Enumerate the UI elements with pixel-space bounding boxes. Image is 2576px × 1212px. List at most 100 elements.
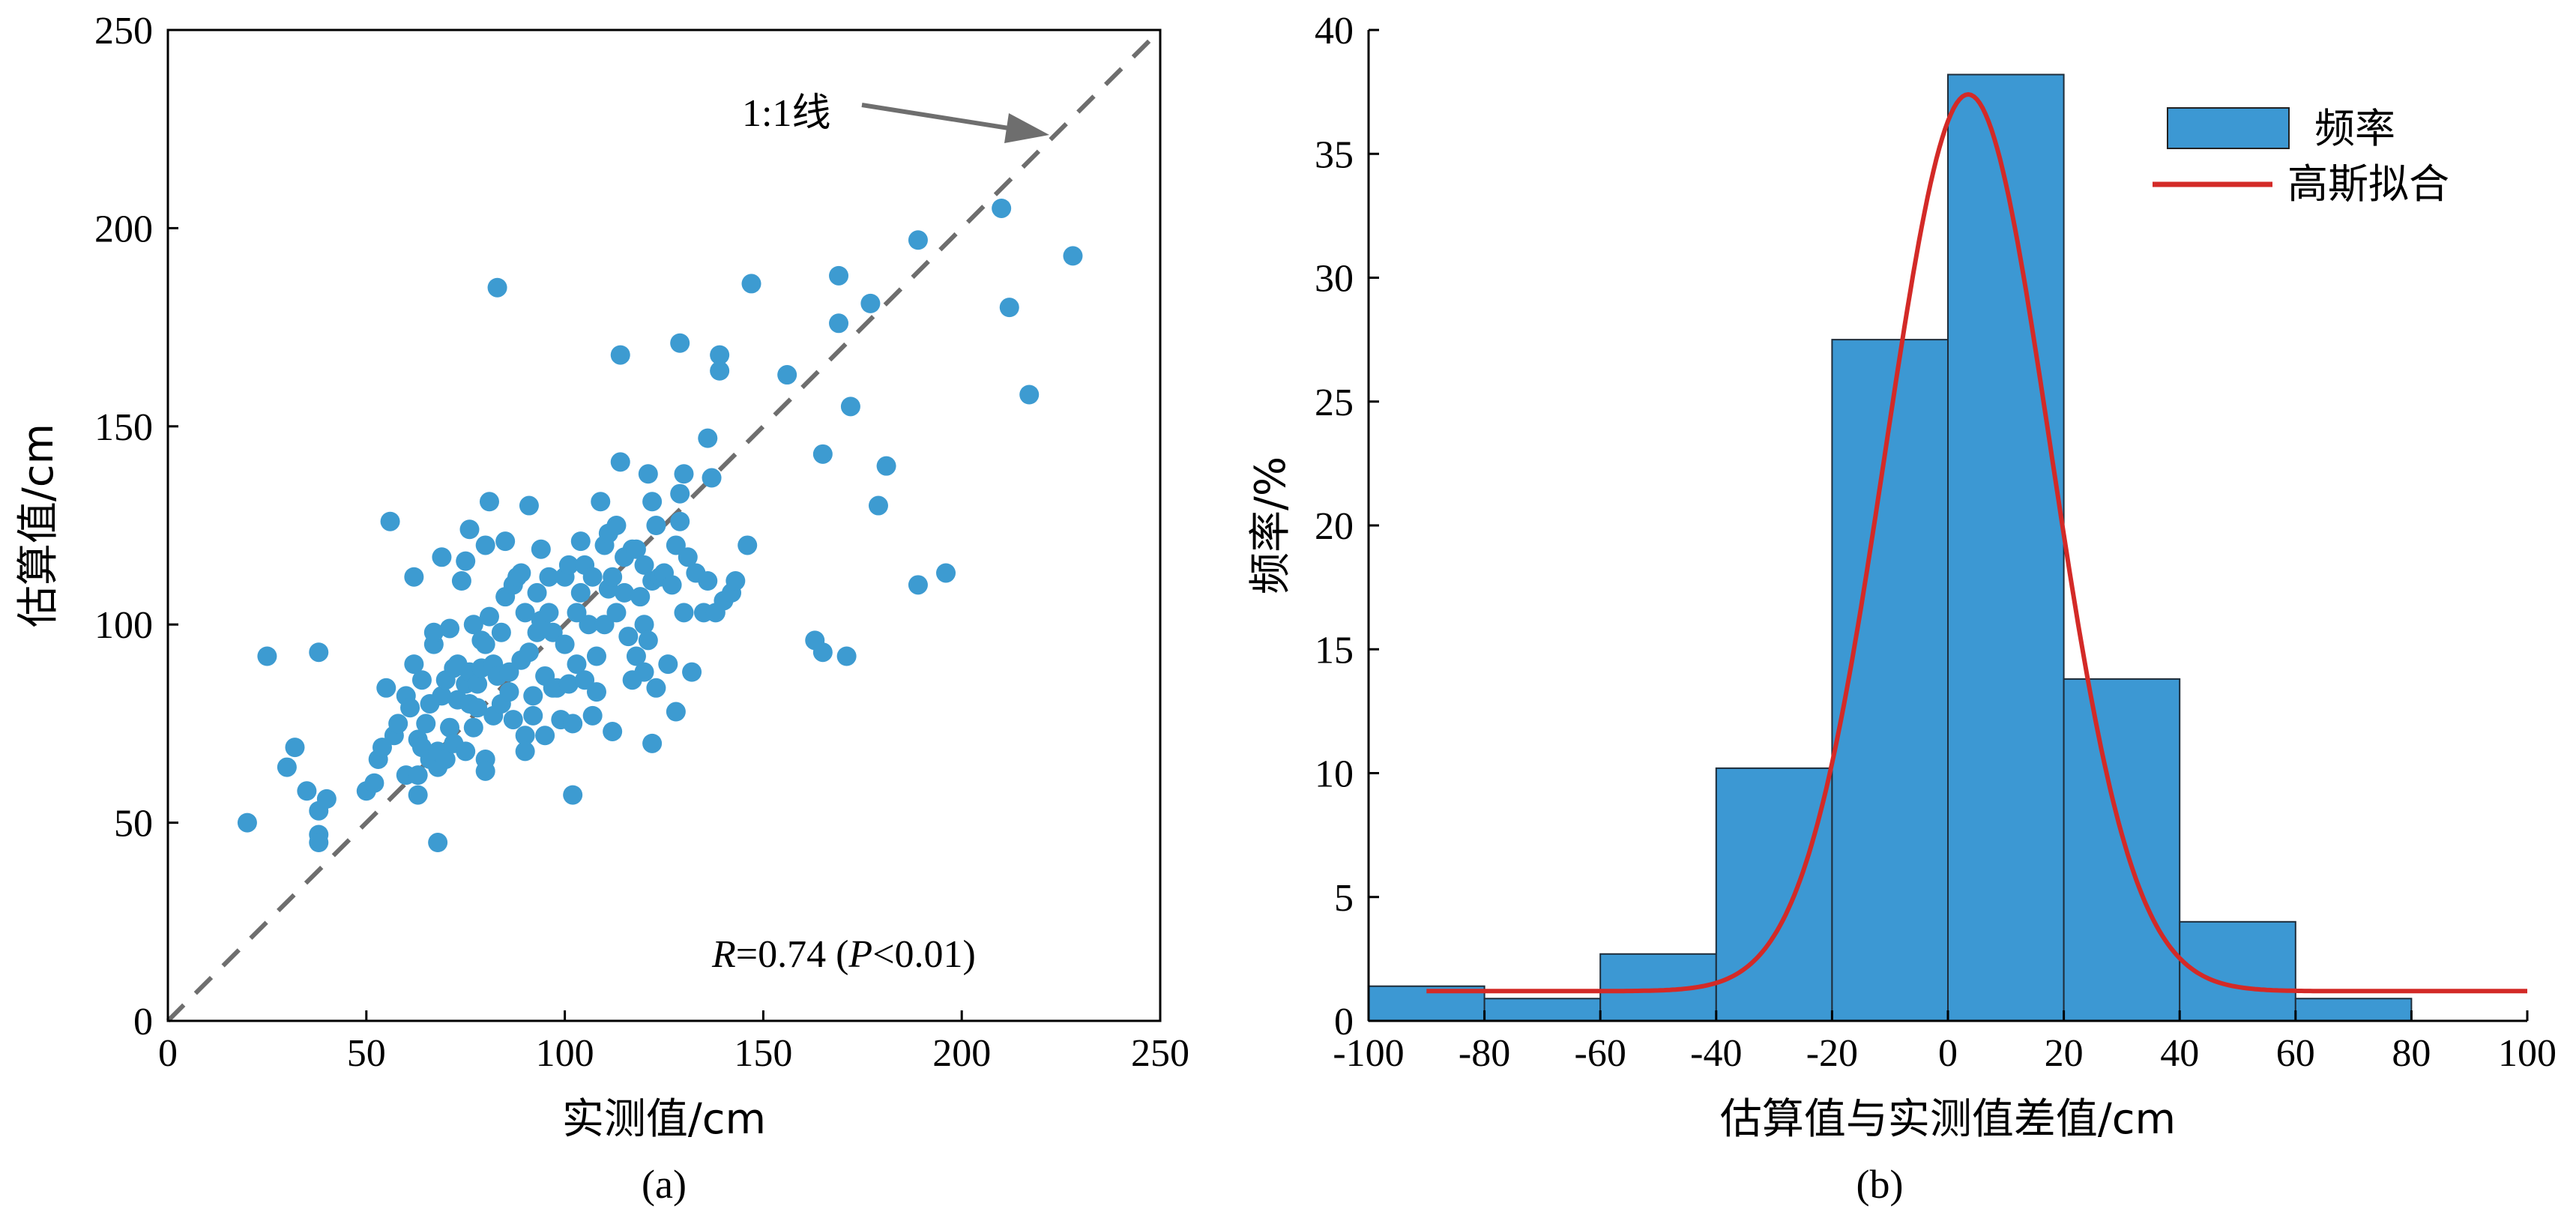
scatter-point	[451, 571, 471, 591]
scatter-point	[638, 464, 658, 484]
histogram-x-axis-label: 估算值与实测值差值/cm	[1720, 1095, 2176, 1144]
histogram-x-tick-label: -100	[1333, 1032, 1404, 1075]
scatter-point	[829, 313, 849, 334]
scatter-point	[634, 555, 654, 575]
scatter-point	[558, 555, 579, 575]
scatter-point	[682, 662, 702, 682]
scatter-point	[591, 492, 611, 512]
scatter-point	[539, 567, 559, 587]
scatter-point	[519, 495, 539, 516]
scatter-point	[440, 717, 460, 738]
histogram-x-tick-label: 40	[2160, 1032, 2199, 1075]
scatter-point	[463, 615, 483, 635]
scatter-point	[586, 682, 606, 702]
scatter-point	[594, 615, 615, 635]
histogram-x-tick-label: -60	[1575, 1032, 1626, 1075]
annotation-arrow-icon	[861, 103, 1014, 131]
scatter-point	[372, 738, 392, 758]
histogram-bar	[2294, 998, 2413, 1022]
scatter-point	[646, 516, 666, 535]
scatter-point	[440, 618, 460, 639]
histogram-y-axis-label: 频率/%	[1246, 456, 1295, 594]
scatter-point	[674, 603, 694, 623]
legend-bar-swatch	[2167, 107, 2290, 149]
scatter-point	[491, 622, 511, 642]
scatter-point	[698, 428, 718, 448]
scatter-point	[456, 551, 476, 571]
histogram-x-tick-label: 20	[2045, 1032, 2084, 1075]
scatter-point	[316, 789, 337, 809]
scatter-point	[285, 738, 305, 758]
scatter-point	[634, 615, 654, 635]
scatter-point	[575, 670, 595, 690]
scatter-point	[666, 535, 686, 555]
scatter-point	[237, 812, 257, 833]
panel-a-label: (a)	[642, 1162, 687, 1207]
scatter-point	[523, 686, 543, 706]
histogram-x-tick-label: -40	[1690, 1032, 1742, 1075]
scatter-point	[463, 717, 483, 738]
scatter-point	[459, 519, 480, 540]
legend-curve-label: 高斯拟合	[2287, 160, 2449, 208]
scatter-point	[475, 761, 495, 781]
histogram-y-ticks: 0 5 10 15 20 25 30 35 40	[1315, 10, 1379, 1043]
scatter-panel: 0 50 100 150 200 250 0 50 100 150 200 250 1:1线 R=0…	[14, 10, 1189, 1207]
scatter-point	[475, 634, 495, 654]
scatter-point	[840, 397, 860, 417]
scatter-point	[527, 582, 547, 603]
scatter-point	[610, 345, 630, 365]
histogram-y-tick-label: 40	[1315, 10, 1354, 52]
histogram-y-tick-label: 15	[1315, 629, 1354, 672]
scatter-point	[670, 483, 690, 504]
scatter-point	[1063, 246, 1083, 266]
scatter-point	[626, 539, 646, 559]
scatter-point	[634, 662, 654, 682]
scatter-point	[468, 698, 488, 718]
scatter-point	[277, 757, 297, 777]
scatter-point	[411, 670, 432, 690]
scatter-x-tick-label: 200	[932, 1032, 991, 1075]
scatter-point	[515, 726, 535, 746]
scatter-point	[535, 726, 555, 746]
scatter-point	[868, 495, 888, 516]
histogram-x-tick-label: -80	[1459, 1032, 1510, 1075]
scatter-point	[479, 606, 499, 627]
scatter-point	[710, 361, 730, 381]
scatter-point	[567, 654, 587, 675]
r-symbol: R	[711, 933, 736, 976]
scatter-point	[499, 682, 519, 702]
histogram-x-tick-label: 100	[2498, 1032, 2557, 1075]
scatter-point	[1019, 385, 1040, 405]
correlation-annotation: R=0.74 (P<0.01)	[711, 933, 976, 976]
scatter-point	[309, 833, 329, 853]
scatter-point	[297, 781, 317, 801]
scatter-x-axis-label: 实测值/cm	[562, 1095, 766, 1144]
scatter-point	[558, 674, 579, 694]
scatter-y-ticks: 0 50 100 150 200 250	[94, 10, 178, 1043]
scatter-x-tick-label: 150	[734, 1032, 792, 1075]
scatter-point	[615, 582, 635, 603]
histogram-x-ticks: -100 -80 -60 -40 -20 0 20 40 60 80 100	[1333, 1010, 2557, 1075]
scatter-point	[408, 765, 428, 786]
scatter-point	[380, 511, 400, 531]
scatter-point	[563, 714, 583, 734]
histogram-x-tick-label: 0	[1938, 1032, 1958, 1075]
scatter-y-tick-label: 200	[94, 208, 153, 250]
scatter-point	[638, 630, 658, 651]
scatter-point	[257, 646, 277, 666]
scatter-point	[626, 646, 646, 666]
scatter-point	[908, 230, 928, 250]
scatter-x-tick-label: 250	[1131, 1032, 1189, 1075]
scatter-point	[610, 452, 630, 472]
scatter-point	[606, 516, 627, 535]
scatter-point	[570, 531, 591, 552]
scatter-point	[836, 646, 857, 666]
scatter-point	[936, 563, 956, 583]
scatter-point	[515, 741, 535, 762]
p-value: <0.01)	[872, 933, 976, 976]
scatter-point	[523, 705, 543, 726]
scatter-point	[999, 298, 1019, 318]
histogram-bar	[1483, 998, 1602, 1022]
scatter-point	[670, 333, 690, 353]
